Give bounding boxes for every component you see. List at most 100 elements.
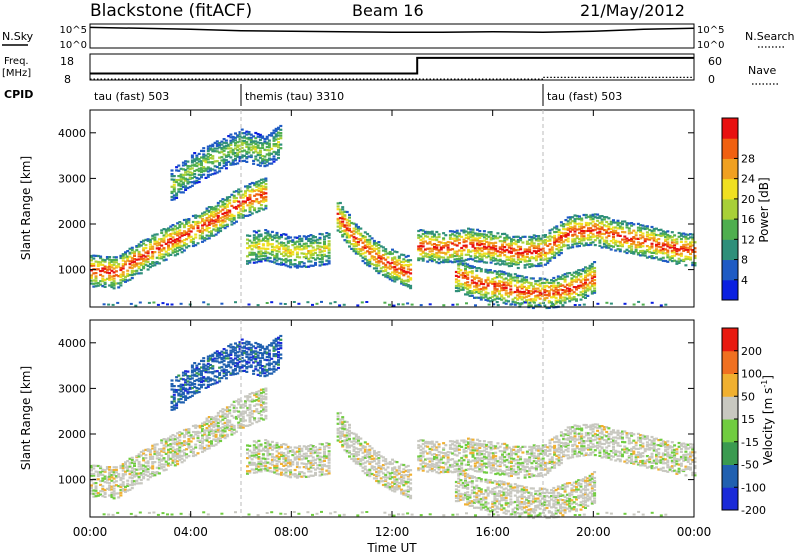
power-scatter-cell [475,267,479,270]
velocity-scatter-cell [191,447,195,450]
velocity-scatter-cell [275,464,279,467]
velocity-scatter-cell [275,472,279,475]
power-scatter-cell [485,256,489,259]
power-scatter-cell [522,281,526,284]
power-scatter-cell [532,244,536,248]
power-scatter-cell [384,263,388,266]
power-scatter-cell [521,251,525,254]
power-scatter-cell [650,251,654,254]
power-scatter-cell [652,237,656,240]
velocity-scatter-cell [234,349,237,352]
power-scatter-cell [534,238,538,241]
power-scatter-cell [693,264,697,267]
power-scatter-cell [207,206,211,209]
velocity-scatter-cell [254,350,258,353]
power-scatter-cell [581,278,585,281]
velocity-scatter-cell [169,463,173,466]
velocity-scatter-cell [289,476,293,479]
power-scatter-cell [402,267,406,270]
power-scatter-cell [214,205,218,208]
power-scatter-cell [494,259,498,262]
velocity-scatter-cell [267,367,271,370]
velocity-scatter-cell [225,421,229,424]
power-scatter-cell [265,159,269,162]
power-scatter-cell [519,253,523,256]
power-scatter-cell [259,196,263,199]
power-scatter-cell [573,233,577,236]
power-scatter-cell [516,258,520,261]
power-scatter-cell [513,279,517,282]
power-ground-cell [442,304,446,307]
power-scatter-cell [196,220,200,223]
power-scatter-cell [661,256,665,259]
power-scatter-cell [210,222,213,225]
power-scatter-cell [547,290,551,293]
power-scatter-cell [652,232,656,235]
power-scatter-cell [245,156,249,159]
power-scatter-cell [602,224,606,227]
power-scatter-cell [221,216,225,219]
power-scatter-cell [194,244,198,247]
power-scatter-cell [568,295,572,298]
power-scatter-cell [262,200,266,203]
velocity-scatter-cell [277,353,280,357]
power-scatter-cell [479,296,483,299]
power-scatter-cell [557,231,561,234]
power-scatter-cell [511,291,515,294]
velocity-scatter-cell [236,356,240,359]
velocity-scatter-cell [289,471,293,474]
power-scatter-cell [486,297,490,300]
power-scatter-cell [350,243,354,246]
power-scatter-cell [505,236,509,239]
power-scatter-cell [502,281,506,284]
power-scatter-cell [582,237,586,240]
power-scatter-cell [409,287,413,290]
power-scatter-cell [573,240,577,243]
power-scatter-cell [529,282,533,285]
power-scatter-cell [467,227,470,230]
power-scatter-cell [222,164,226,167]
power-scatter-cell [307,245,311,248]
velocity-scatter-cell [121,489,125,492]
power-scatter-cell [103,281,107,284]
power-scatter-cell [675,260,679,263]
power-scatter-cell [265,153,269,156]
power-scatter-cell [101,275,105,278]
power-ground-cell [551,302,555,305]
power-scatter-cell [507,279,510,282]
power-scatter-cell [248,185,252,188]
power-scatter-cell [632,251,636,254]
power-scatter-cell [491,246,495,249]
velocity-scatter-cell [191,452,195,455]
velocity-scatter-cell [253,404,257,407]
velocity-scatter-cell [209,367,212,370]
power-scatter-cell [263,140,267,143]
power-scatter-cell [169,237,173,241]
power-scatter-cell [259,189,263,192]
power-scatter-cell [464,244,468,247]
velocity-scatter-cell [223,416,227,419]
power-ground-cell [247,303,251,306]
power-scatter-cell [325,255,329,258]
velocity-scatter-cell [126,484,130,487]
power-scatter-cell [467,231,470,234]
velocity-scatter-cell [176,456,180,459]
power-scatter-cell [155,244,159,247]
power-scatter-cell [155,241,159,245]
power-scatter-cell [489,236,493,239]
power-scatter-cell [384,275,388,278]
velocity-scatter-cell [186,388,190,391]
power-scatter-cell [484,286,488,289]
velocity-scatter-cell [160,458,164,461]
power-scatter-cell [236,141,240,144]
velocity-scatter-cell [257,439,261,442]
power-scatter-cell [238,147,242,151]
power-scatter-cell [277,146,280,149]
power-scatter-cell [318,232,322,236]
power-scatter-cell [530,244,534,247]
power-scatter-cell [511,276,515,279]
power-scatter-cell [257,180,261,183]
velocity-scatter-cell [231,363,235,366]
velocity-scatter-cell [139,473,143,477]
power-scatter-cell [470,279,474,282]
